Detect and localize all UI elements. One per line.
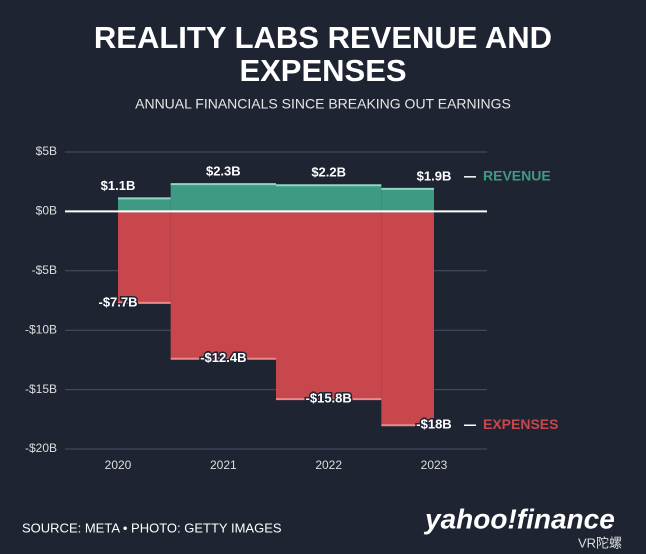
x-tick-label: 2021: [210, 458, 237, 472]
y-tick-label: $5B: [36, 144, 57, 158]
data-label: $1.1B: [101, 178, 136, 193]
y-tick-label: -$20B: [25, 441, 57, 455]
chart-subtitle: ANNUAL FINANCIALS SINCE BREAKING OUT EAR…: [135, 96, 511, 112]
step: [381, 188, 434, 212]
step: [276, 185, 382, 212]
x-tick-label: 2022: [315, 458, 342, 472]
y-tick-label: $0B: [36, 204, 57, 218]
y-tick-label: -$10B: [25, 322, 57, 336]
data-label: $1.9B: [417, 168, 452, 183]
data-label: -$15.8B: [306, 391, 352, 406]
step: [118, 211, 171, 303]
y-tick-label: -$5B: [32, 263, 57, 277]
legend-label: REVENUE: [483, 168, 551, 184]
data-label: -$7.7B: [98, 294, 137, 309]
step: [276, 211, 382, 400]
step: [118, 198, 171, 212]
chart-title: REALITY LABS REVENUE AND EXPENSES: [94, 20, 552, 88]
data-label: -$12.4B: [200, 350, 246, 365]
x-tick-label: 2023: [421, 458, 448, 472]
step: [381, 211, 434, 426]
data-label: $2.3B: [206, 164, 241, 179]
logo: yahoo!finance: [423, 503, 615, 534]
x-tick-label: 2020: [105, 458, 132, 472]
step: [170, 184, 276, 212]
y-tick-label: -$15B: [25, 382, 57, 396]
data-label: $2.2B: [311, 165, 346, 180]
step: [170, 211, 276, 359]
data-label: -$18B: [416, 417, 451, 432]
legend-label: EXPENSES: [483, 416, 558, 432]
source: SOURCE: META • PHOTO: GETTY IMAGES: [22, 520, 282, 535]
watermark: VR陀螺: [578, 535, 622, 550]
